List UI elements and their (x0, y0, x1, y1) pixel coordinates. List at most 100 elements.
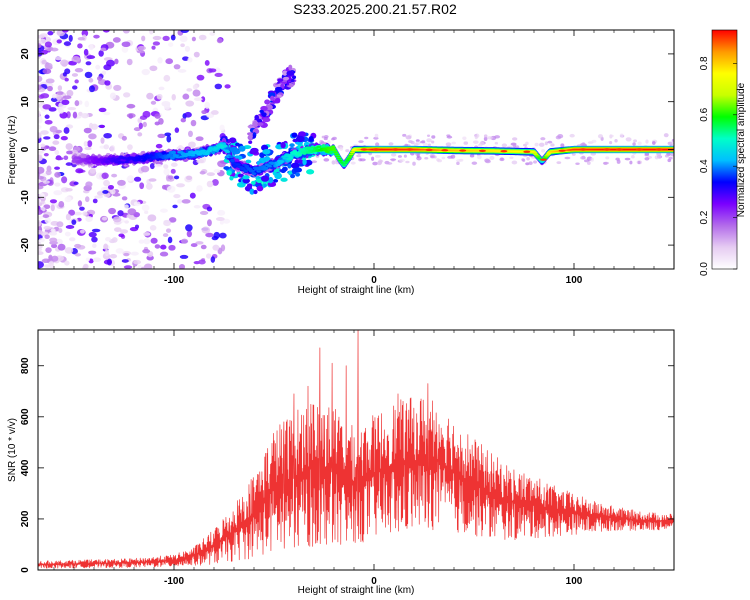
noise-blob (180, 238, 189, 244)
speckle-blob (644, 157, 650, 161)
colorbar-tick-label: 0.0 (699, 262, 710, 276)
noise-blob (38, 150, 44, 154)
speckle-blob (557, 134, 564, 139)
dispersion-blob (229, 146, 239, 153)
noise-blob (40, 130, 49, 135)
ridge-segment (339, 161, 344, 163)
noise-blob (106, 258, 112, 266)
noise-blob (73, 211, 82, 216)
noise-blob (206, 172, 215, 177)
noise-blob (38, 162, 41, 167)
speckle-blob (541, 149, 546, 153)
noise-blob (38, 251, 44, 256)
band-blob (282, 76, 290, 81)
speckle-blob (591, 139, 597, 143)
noise-blob (88, 44, 94, 51)
noise-blob (140, 165, 150, 173)
noise-blob (38, 84, 42, 91)
noise-blob (74, 243, 82, 249)
dispersion-blob (289, 143, 295, 148)
noise-blob (123, 265, 133, 269)
speckle-blob (631, 154, 635, 159)
speckle-blob (550, 143, 555, 147)
noise-blob (104, 249, 110, 257)
noise-blob (68, 209, 76, 216)
spectrogram-x-tick-label: 0 (371, 275, 377, 286)
snr-x-tick-label: 0 (371, 576, 377, 587)
noise-blob (96, 76, 103, 81)
speckle-blob (629, 160, 633, 165)
noise-blob (77, 200, 83, 207)
noise-blob (62, 95, 72, 100)
noise-blob (170, 168, 176, 174)
speckle-blob (388, 142, 394, 146)
noise-blob (196, 159, 205, 164)
noise-blob (103, 179, 110, 187)
noise-blob (88, 78, 94, 83)
noise-blob (193, 204, 201, 209)
noise-blob (38, 43, 42, 49)
speckle-blob (671, 138, 674, 142)
noise-blob (58, 200, 65, 208)
noise-blob (204, 101, 211, 109)
noise-blob (53, 190, 63, 196)
noise-blob (64, 260, 70, 266)
dispersion-blob (223, 166, 230, 170)
ridge-segment (333, 151, 338, 154)
noise-blob (56, 39, 62, 44)
ridge-hotspot (615, 148, 623, 151)
ridge-segment (345, 159, 350, 161)
speckle-blob (544, 141, 548, 146)
speckle-blob (472, 140, 479, 144)
ridge-hotspot (406, 148, 414, 151)
noise-blob (121, 41, 131, 48)
noise-blob (182, 93, 190, 100)
ridge-segment (348, 153, 354, 156)
noise-blob (57, 91, 64, 96)
ridge-segment (532, 152, 538, 154)
ridge-segment (170, 156, 175, 160)
spectrogram-y-tick-label: 0 (20, 146, 31, 152)
noise-blob (102, 190, 109, 194)
noise-blob (137, 132, 143, 137)
ridge-segment (316, 145, 322, 149)
speckle-blob (575, 162, 580, 165)
noise-blob (121, 259, 129, 263)
noise-blob (98, 50, 104, 57)
speckle-blob (476, 154, 482, 160)
ridge-segment (332, 149, 337, 152)
spectrogram-y-tick-label: 20 (20, 48, 31, 60)
noise-blob (184, 111, 192, 118)
ridge-hotspot (425, 148, 433, 152)
noise-blob (47, 85, 53, 92)
noise-blob (38, 166, 45, 174)
band-blob (247, 125, 254, 129)
noise-blob (45, 78, 55, 84)
band-blob (261, 112, 267, 117)
dispersion-blob (298, 131, 307, 138)
noise-blob (94, 195, 104, 199)
band-blob (274, 86, 283, 92)
ridge-segment (350, 151, 355, 154)
noise-blob (38, 238, 45, 243)
noise-blob (222, 218, 231, 224)
ridge-hotspot (478, 149, 486, 152)
speckle-blob (323, 158, 330, 162)
noise-blob (156, 93, 163, 100)
speckle-blob (364, 136, 369, 140)
snr-plot-area (38, 330, 674, 570)
speckle-blob (451, 141, 456, 145)
noise-blob (159, 251, 169, 257)
noise-blob (157, 57, 163, 64)
noise-blob (141, 35, 146, 42)
noise-blob (200, 244, 207, 250)
noise-blob (187, 57, 193, 63)
band-blob (257, 122, 264, 126)
noise-blob (38, 34, 45, 39)
ridge-segment (228, 155, 234, 159)
spectrogram-x-axis-label: Height of straight line (km) (298, 285, 415, 296)
noise-blob (100, 47, 107, 52)
speckle-blob (526, 157, 530, 161)
ridge-segment (336, 157, 342, 160)
